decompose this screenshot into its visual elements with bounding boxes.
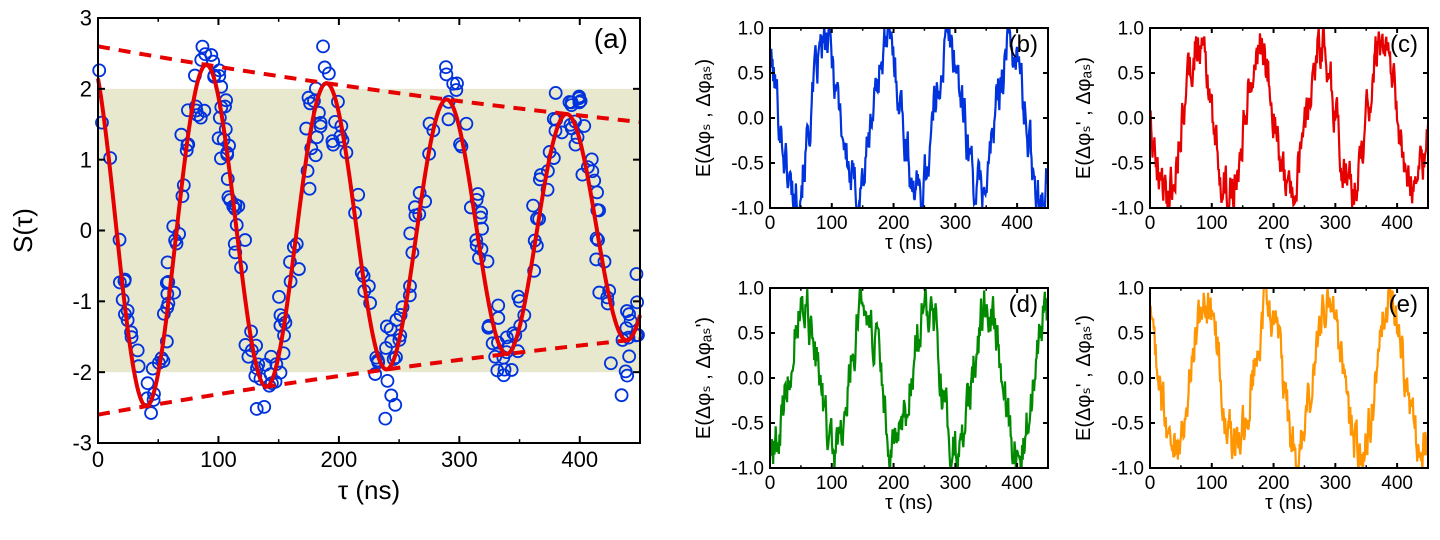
svg-text:400: 400 xyxy=(1381,473,1413,494)
svg-text:(b): (b) xyxy=(1009,31,1038,58)
svg-text:E(Δφₛ , Δφₐₛ): E(Δφₛ , Δφₐₛ) xyxy=(693,59,715,177)
svg-text:200: 200 xyxy=(878,213,910,234)
svg-text:1.0: 1.0 xyxy=(1118,20,1144,40)
svg-text:τ (ns): τ (ns) xyxy=(885,492,933,514)
svg-text:0: 0 xyxy=(1145,473,1156,494)
svg-text:-2: -2 xyxy=(72,360,92,385)
panel-a: 0 100 200 300 400 -3 -2 -1 0 1 2 3 τ (ns) S(τ) (a) xyxy=(10,10,650,505)
svg-text:100: 100 xyxy=(816,213,848,234)
svg-text:300: 300 xyxy=(1319,473,1351,494)
svg-text:-1.0: -1.0 xyxy=(731,199,764,220)
svg-text:100: 100 xyxy=(1196,213,1228,234)
svg-text:100: 100 xyxy=(816,473,848,494)
svg-text:400: 400 xyxy=(1001,213,1033,234)
svg-text:0: 0 xyxy=(765,213,776,234)
svg-text:E(Δφₛ' , Δφₐₛ'): E(Δφₛ' , Δφₐₛ') xyxy=(1073,315,1095,441)
svg-text:400: 400 xyxy=(1001,473,1033,494)
svg-text:0.0: 0.0 xyxy=(1118,369,1144,390)
svg-text:200: 200 xyxy=(1258,213,1290,234)
svg-text:-3: -3 xyxy=(72,431,92,456)
svg-text:-0.5: -0.5 xyxy=(731,154,764,175)
svg-text:-0.5: -0.5 xyxy=(1111,414,1144,435)
svg-text:0.5: 0.5 xyxy=(738,324,764,345)
svg-text:0.0: 0.0 xyxy=(1118,109,1144,130)
panel-c: 0 100 200 300 400 -1.0 -0.5 0.0 0.5 1.0 τ (ns) E(Δφ… xyxy=(1070,20,1435,260)
svg-text:1.0: 1.0 xyxy=(738,280,764,300)
svg-text:3: 3 xyxy=(80,10,92,31)
svg-text:0: 0 xyxy=(92,447,104,472)
svg-text:200: 200 xyxy=(1258,473,1290,494)
svg-text:1: 1 xyxy=(80,147,92,172)
svg-text:(d): (d) xyxy=(1009,291,1038,318)
svg-text:(c): (c) xyxy=(1390,31,1418,58)
svg-text:E(Δφₛ' , Δφₐₛ): E(Δφₛ' , Δφₐₛ) xyxy=(1073,57,1095,179)
panel-e: 0 100 200 300 400 -1.0 -0.5 0.0 0.5 1.0 τ (ns) E(Δφ… xyxy=(1070,280,1435,520)
svg-text:τ (ns): τ (ns) xyxy=(1265,232,1313,254)
svg-text:300: 300 xyxy=(939,473,971,494)
svg-text:400: 400 xyxy=(1381,213,1413,234)
svg-text:τ (ns): τ (ns) xyxy=(338,475,400,505)
svg-text:200: 200 xyxy=(878,473,910,494)
svg-text:-1.0: -1.0 xyxy=(1111,459,1144,480)
svg-text:τ (ns): τ (ns) xyxy=(1265,492,1313,514)
svg-text:0: 0 xyxy=(80,218,92,243)
svg-text:200: 200 xyxy=(321,447,358,472)
svg-text:0.0: 0.0 xyxy=(738,369,764,390)
svg-text:100: 100 xyxy=(200,447,237,472)
svg-text:400: 400 xyxy=(561,447,598,472)
svg-text:1.0: 1.0 xyxy=(738,20,764,40)
svg-text:-1: -1 xyxy=(72,289,92,314)
svg-text:τ (ns): τ (ns) xyxy=(885,232,933,254)
svg-text:0.0: 0.0 xyxy=(738,109,764,130)
panel-d: 0 100 200 300 400 -1.0 -0.5 0.0 0.5 1.0 τ (ns) E(Δφ… xyxy=(690,280,1055,520)
svg-text:2: 2 xyxy=(80,77,92,102)
svg-text:-0.5: -0.5 xyxy=(1111,154,1144,175)
svg-text:0.5: 0.5 xyxy=(738,64,764,85)
svg-text:300: 300 xyxy=(1319,213,1351,234)
svg-text:(e): (e) xyxy=(1389,291,1418,318)
svg-text:(a): (a) xyxy=(594,23,628,54)
svg-text:300: 300 xyxy=(441,447,478,472)
svg-text:E(Δφₛ , Δφₐₛ'): E(Δφₛ , Δφₐₛ') xyxy=(693,317,715,439)
svg-text:-1.0: -1.0 xyxy=(1111,199,1144,220)
svg-text:0.5: 0.5 xyxy=(1118,324,1144,345)
svg-text:100: 100 xyxy=(1196,473,1228,494)
svg-text:300: 300 xyxy=(939,213,971,234)
svg-text:S(τ): S(τ) xyxy=(10,208,38,253)
panel-b: 0 100 200 300 400 -1.0 -0.5 0.0 0.5 1.0 τ (ns) E(Δφ… xyxy=(690,20,1055,260)
svg-text:0: 0 xyxy=(765,473,776,494)
svg-text:0: 0 xyxy=(1145,213,1156,234)
svg-text:-0.5: -0.5 xyxy=(731,414,764,435)
svg-text:-1.0: -1.0 xyxy=(731,459,764,480)
svg-text:0.5: 0.5 xyxy=(1118,64,1144,85)
svg-text:1.0: 1.0 xyxy=(1118,280,1144,300)
